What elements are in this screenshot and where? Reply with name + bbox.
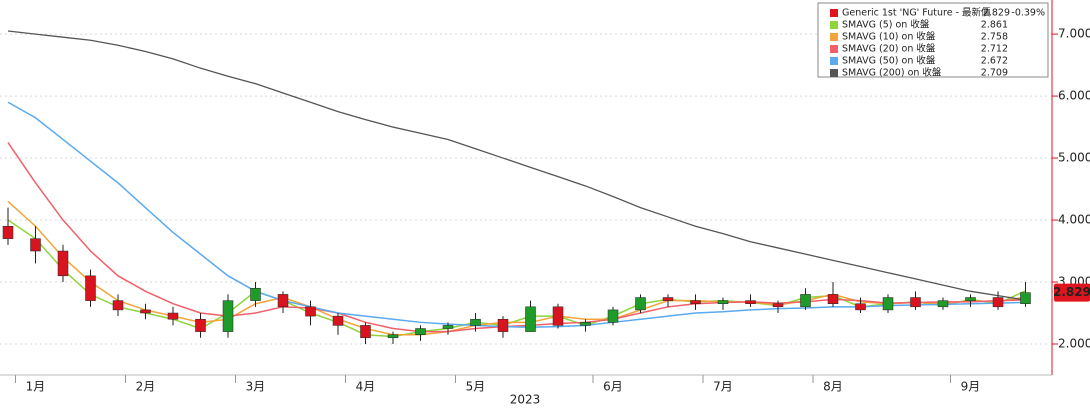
candle-body — [772, 303, 784, 308]
x-tick-label: 2月 — [136, 380, 156, 394]
candle-body — [112, 300, 124, 311]
candle-body — [277, 294, 289, 308]
legend-value: 2.672 — [981, 56, 1008, 67]
candle-body — [30, 238, 41, 252]
candle-body — [57, 250, 69, 277]
candle-body — [525, 306, 536, 332]
legend-label: SMAVG (20) on 收盤 — [842, 43, 936, 55]
legend-label: SMAVG (5) on 收盤 — [842, 19, 930, 31]
candle-body — [305, 306, 316, 317]
candle-body — [140, 309, 151, 314]
candle-body — [800, 294, 811, 308]
legend-value: 2.758 — [981, 32, 1008, 43]
ma-line — [7, 142, 1026, 333]
candle-body — [195, 318, 206, 332]
candle-body — [965, 297, 976, 301]
candle-body — [580, 322, 591, 326]
last-price-label: 2.829 — [1053, 285, 1090, 299]
candle-body — [635, 297, 646, 311]
candle-body — [415, 328, 426, 335]
legend-value: 2.861 — [981, 20, 1008, 31]
legend-value: 2.712 — [981, 44, 1008, 55]
legend-swatch — [830, 69, 838, 77]
legend-swatch — [830, 9, 838, 17]
candle-body — [607, 309, 619, 323]
x-tick-label: 7月 — [713, 380, 733, 394]
legend-swatch — [830, 57, 838, 65]
candle-body — [992, 297, 1004, 308]
candle-body — [827, 294, 839, 304]
candle-body — [882, 297, 894, 311]
y-tick-label: 2.000 — [1058, 337, 1090, 351]
y-tick-label: 4.000 — [1058, 213, 1090, 227]
x-axis-year: 2023 — [510, 393, 541, 407]
legend-label: Generic 1st 'NG' Future - 最新價 — [842, 7, 991, 19]
x-tick-label: 6月 — [603, 380, 623, 394]
x-tick-label: 9月 — [961, 380, 981, 394]
candle-body — [387, 334, 399, 339]
candle-body — [910, 297, 921, 308]
candle-body — [717, 300, 729, 304]
x-tick-label: 4月 — [356, 380, 376, 394]
candle-body — [552, 306, 564, 326]
candle-body — [662, 297, 674, 301]
candle-body — [250, 287, 261, 301]
candle-body — [442, 325, 454, 329]
legend-box — [817, 2, 1049, 78]
candle-body — [360, 325, 371, 339]
last-price-box — [1054, 283, 1090, 302]
candle-body — [85, 275, 96, 301]
legend-value: 2.829 — [983, 8, 1010, 19]
candle-body — [1020, 292, 1031, 304]
ma-line — [7, 30, 1026, 301]
candle-body — [222, 300, 234, 332]
y-tick-label: 7.000 — [1058, 27, 1090, 41]
legend-label: SMAVG (200) on 收盤 — [842, 67, 942, 79]
candle-body — [470, 318, 481, 326]
candle-body — [2, 225, 14, 239]
legend-label: SMAVG (10) on 收盤 — [842, 31, 936, 43]
x-tick-label: 5月 — [466, 380, 486, 394]
candle-body — [937, 300, 949, 308]
y-tick-label: 5.000 — [1058, 151, 1090, 165]
x-tick-label: 8月 — [823, 380, 843, 394]
candle-body — [690, 300, 701, 304]
candle-body — [167, 312, 179, 320]
legend-value: 2.709 — [981, 68, 1008, 79]
legend-change: -0.39% — [1011, 8, 1045, 19]
legend-label: SMAVG (50) on 收盤 — [842, 55, 936, 67]
y-tick-label: 6.000 — [1058, 89, 1090, 103]
candle-body — [745, 300, 756, 304]
legend-swatch — [830, 33, 838, 41]
legend-swatch — [830, 45, 838, 53]
candle-body — [332, 315, 344, 326]
candle-body — [497, 318, 509, 332]
candle-body — [855, 303, 866, 311]
x-tick-label: 1月 — [26, 380, 46, 394]
x-tick-label: 3月 — [246, 380, 266, 394]
legend-swatch — [830, 21, 838, 29]
